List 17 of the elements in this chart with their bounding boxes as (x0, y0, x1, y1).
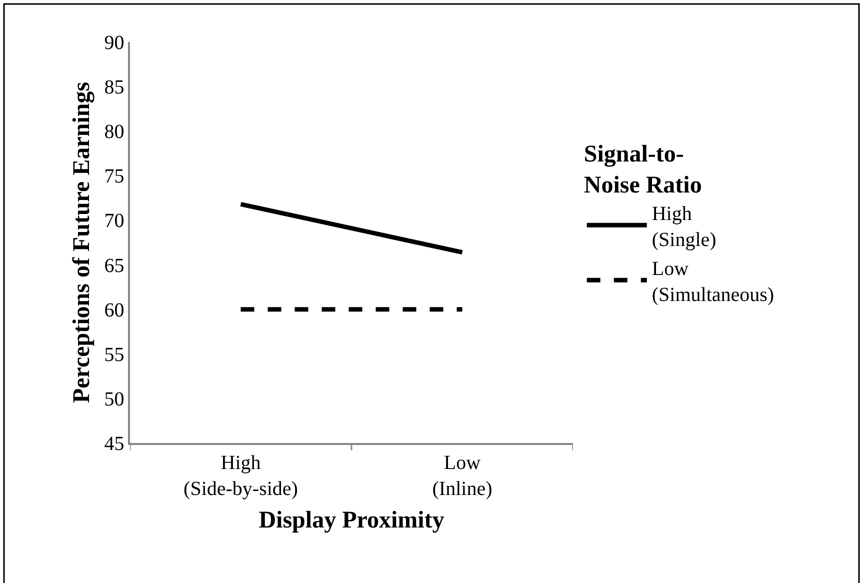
y-tick-label: 60 (104, 299, 124, 322)
y-tick-label: 75 (104, 166, 124, 188)
x-tick-label: Low (Inline) (432, 452, 492, 500)
y-tick-label: 70 (104, 210, 124, 232)
y-axis-title: Perceptions of Future Earnings (68, 82, 95, 404)
legend-label: Low (Simultaneous) (652, 258, 774, 306)
y-tick-label: 80 (104, 121, 124, 144)
y-tick-label: 90 (104, 32, 124, 54)
y-tick-label: 50 (104, 388, 124, 410)
y-tick-label: 55 (104, 344, 124, 366)
legend-title: Signal-to- Noise Ratio (584, 141, 702, 199)
y-tick-label: 85 (104, 76, 124, 99)
legend-label: High (Single) (652, 202, 716, 251)
y-tick-label: 45 (104, 433, 124, 455)
x-tick-label: High (Side-by-side) (184, 452, 298, 500)
y-tick-label: 65 (104, 254, 124, 277)
x-axis-title: Display Proximity (258, 508, 444, 534)
